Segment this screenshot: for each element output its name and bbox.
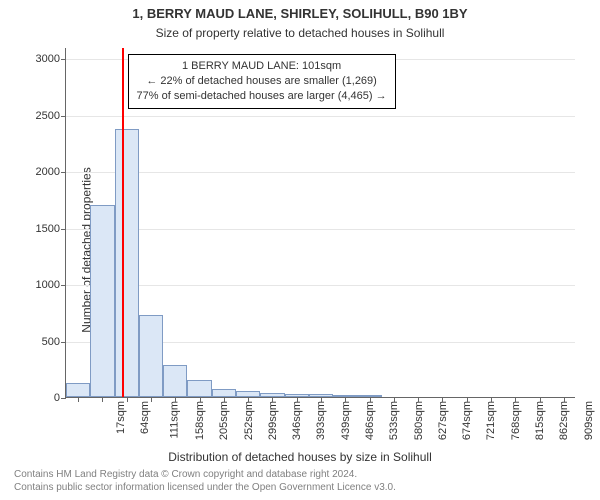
xtick-mark [297,397,298,402]
xtick-label: 909sqm [583,401,595,440]
histogram-bar [139,315,163,397]
annotation-line: 77% of semi-detached houses are larger (… [137,89,387,104]
ytick-label: 3000 [36,53,60,65]
xtick-label: 627sqm [437,401,449,440]
xtick-mark [491,397,492,402]
xtick-mark [540,397,541,402]
xtick-label: 393sqm [316,401,328,440]
xtick-mark [248,397,249,402]
xtick-mark [370,397,371,402]
xtick-mark [224,397,225,402]
xtick-label: 815sqm [534,401,546,440]
ytick-label: 1500 [36,223,60,235]
histogram-bar [66,383,90,397]
histogram-bar [187,380,211,397]
xtick-mark [151,397,152,402]
xtick-mark [564,397,565,402]
xtick-label: 768sqm [510,401,522,440]
histogram-bar [212,389,236,397]
x-axis-label: Distribution of detached houses by size … [0,450,600,464]
annotation-box: 1 BERRY MAUD LANE: 101sqm← 22% of detach… [128,54,396,109]
ytick-label: 1000 [36,279,60,291]
footer-line1: Contains HM Land Registry data © Crown c… [14,468,396,481]
xtick-mark [515,397,516,402]
ytick-mark [61,398,66,399]
plot-area: 05001000150020002500300017sqm64sqm111sqm… [65,48,575,398]
ytick-label: 2000 [36,166,60,178]
annotation-line: ← 22% of detached houses are smaller (1,… [137,74,387,89]
xtick-label: 486sqm [364,401,376,440]
xtick-label: 862sqm [558,401,570,440]
xtick-label: 205sqm [218,401,230,440]
annotation-line: 1 BERRY MAUD LANE: 101sqm [137,59,387,74]
xtick-label: 252sqm [243,401,255,440]
xtick-mark [175,397,176,402]
chart-container: 1, BERRY MAUD LANE, SHIRLEY, SOLIHULL, B… [0,0,600,500]
ytick-label: 500 [42,336,60,348]
property-marker-line [122,48,124,397]
xtick-label: 533sqm [388,401,400,440]
xtick-mark [102,397,103,402]
histogram-bar [163,365,187,397]
xtick-mark [272,397,273,402]
xtick-mark [442,397,443,402]
xtick-mark [345,397,346,402]
plot-inner: 05001000150020002500300017sqm64sqm111sqm… [65,48,575,398]
footer-line2: Contains public sector information licen… [14,481,396,494]
xtick-mark [78,397,79,402]
ytick-label: 0 [54,392,60,404]
xtick-label: 580sqm [413,401,425,440]
xtick-label: 17sqm [115,401,127,434]
xtick-mark [394,397,395,402]
xtick-mark [127,397,128,402]
histogram-bar [90,205,114,397]
xtick-label: 674sqm [461,401,473,440]
chart-title-main: 1, BERRY MAUD LANE, SHIRLEY, SOLIHULL, B… [0,6,600,21]
footer-attribution: Contains HM Land Registry data © Crown c… [14,468,396,494]
xtick-mark [467,397,468,402]
xtick-label: 64sqm [139,401,151,434]
xtick-mark [418,397,419,402]
xtick-mark [321,397,322,402]
xtick-label: 346sqm [291,401,303,440]
chart-title-sub: Size of property relative to detached ho… [0,26,600,40]
xtick-mark [200,397,201,402]
xtick-label: 111sqm [168,401,180,439]
ytick-label: 2500 [36,110,60,122]
xtick-label: 299sqm [267,401,279,440]
xtick-label: 158sqm [194,401,206,440]
xtick-label: 721sqm [486,401,498,440]
histogram-bar [115,129,139,397]
xtick-label: 439sqm [340,401,352,440]
